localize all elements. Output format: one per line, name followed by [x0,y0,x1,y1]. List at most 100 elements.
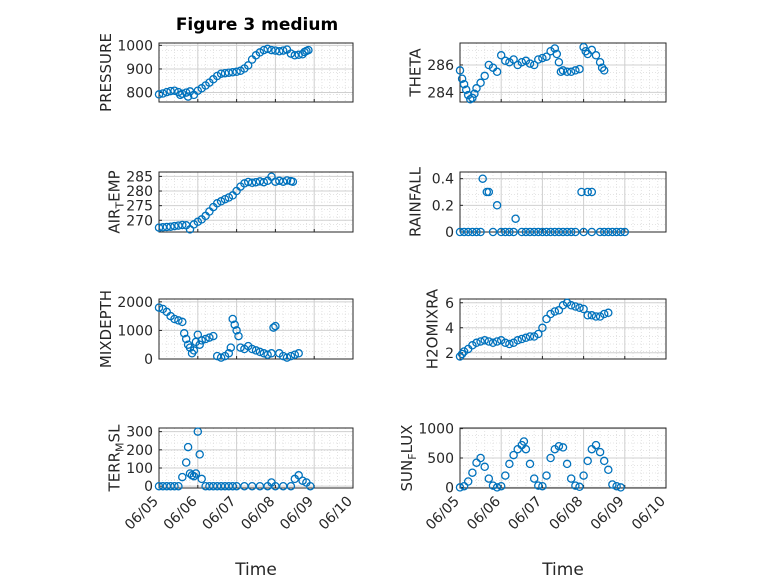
rainfall-point [517,227,527,237]
mixdepth-point [154,303,164,312]
theta-point [468,93,477,103]
sun_flux-series [455,437,625,492]
mixdepth-series [154,303,303,362]
sun_flux-point [455,483,465,492]
rainfall-ylabel: RAINFALL [407,166,425,237]
h2omixra-point [599,309,609,319]
sun_flux-point [616,483,625,492]
rainfall-ylabel-main: RAINFALL [407,166,425,237]
theta-point [501,56,510,66]
theta-point [517,57,527,67]
rainfall-point [566,227,576,237]
rainfall-point [558,227,568,237]
rainfall-point [577,187,586,197]
mixdepth-point [294,349,303,358]
sun_flux-point [492,483,502,492]
sun_flux-ylabel-main: SUN [398,460,416,492]
mixdepth-point [201,334,210,344]
sun_flux-point [476,453,485,463]
terr_msl-ytick-label: 0 [144,479,153,495]
sun_flux-point [599,456,609,466]
theta-point [591,51,601,60]
theta-axes-box [459,42,667,103]
rainfall-point [608,227,617,237]
theta-point [571,66,580,75]
pressure-point [267,45,276,55]
mixdepth-ytick-label: 0 [144,352,153,368]
h2omixra-point [472,338,481,348]
theta-point [459,79,469,89]
rainfall-point [595,227,605,237]
rainfall-point [571,227,580,237]
rainfall-point [604,227,613,237]
sun_flux-point [463,477,473,486]
rainfall-grid [459,172,667,233]
air_temp-series [154,172,298,234]
mixdepth-point [263,350,272,359]
pressure-point [166,86,175,96]
terr_msl-ytick-label: 100 [126,461,153,477]
theta-point [542,52,551,61]
h2omixra-point [492,337,502,346]
air_temp-point [247,178,257,188]
sun_flux-ylabel-sub: F [406,453,419,459]
rainfall-point [509,227,518,237]
theta-point [529,60,539,70]
air_temp-ylabel-suffix: EMP [106,170,124,201]
terr_msl-point [170,481,179,491]
h2omixra-point [513,336,522,345]
h2omixra-point [534,329,543,339]
h2omixra-axes-box [459,298,667,360]
air_temp-ylabel-sub: T [114,202,127,210]
rainfall-point [478,174,487,183]
rainfall-ytick-label: 0 [445,225,454,241]
theta-point [566,67,576,77]
terr_msl-ytick-label: 200 [126,443,153,459]
theta-ylabel-main: THETA [407,48,425,98]
theta-point [480,71,489,81]
rainfall-point [496,227,506,237]
rainfall-ytick-label: 0.4 [432,172,454,188]
sun_flux-point [484,474,494,483]
pressure-ylabel: PRESSURE [97,33,115,112]
mixdepth-point [195,340,204,349]
theta-point [463,90,473,100]
h2omixra-point [571,302,580,311]
pressure-point [170,86,179,95]
mixdepth-point [286,351,296,361]
terr_msl-point [193,427,203,436]
theta-point [579,42,588,52]
h2omixra-ytick-label: 6 [445,296,454,312]
h2omixra-point [550,307,560,316]
theta-point [587,45,597,55]
air_temp-point [288,177,298,186]
mixdepth-point [269,323,278,332]
air_temp-point [170,221,179,231]
sun_flux-ytick-label: 0 [445,480,454,496]
sun_flux-point [501,471,510,480]
rainfall-point [455,227,465,237]
rainfall-point [525,227,535,237]
h2omixra-point [554,306,564,315]
h2omixra-point [480,336,489,345]
terr_msl-point [183,442,193,452]
sun_flux-ytick-label: 1000 [418,422,454,438]
mixdepth-point [290,350,300,359]
sun_flux-point [521,444,531,454]
pressure-ylabel-main: PRESSURE [97,33,115,112]
terr_msl-point [174,481,183,491]
rainfall-point [587,187,597,197]
air_temp-point [259,177,269,187]
pressure-point [228,68,237,77]
h2omixra-point [566,301,576,310]
sun_flux-point [604,465,613,475]
theta-ylabel: THETA [407,48,425,98]
theta-point [470,89,479,99]
terr_msl-point [306,481,315,491]
h2omixra-ytick-label: 2 [445,346,454,362]
h2omixra-point [542,314,551,324]
h2omixra-ylabel: H2OMIXRA [424,288,442,369]
terr_msl-axes-box [158,427,354,489]
rainfall-point [459,227,469,237]
